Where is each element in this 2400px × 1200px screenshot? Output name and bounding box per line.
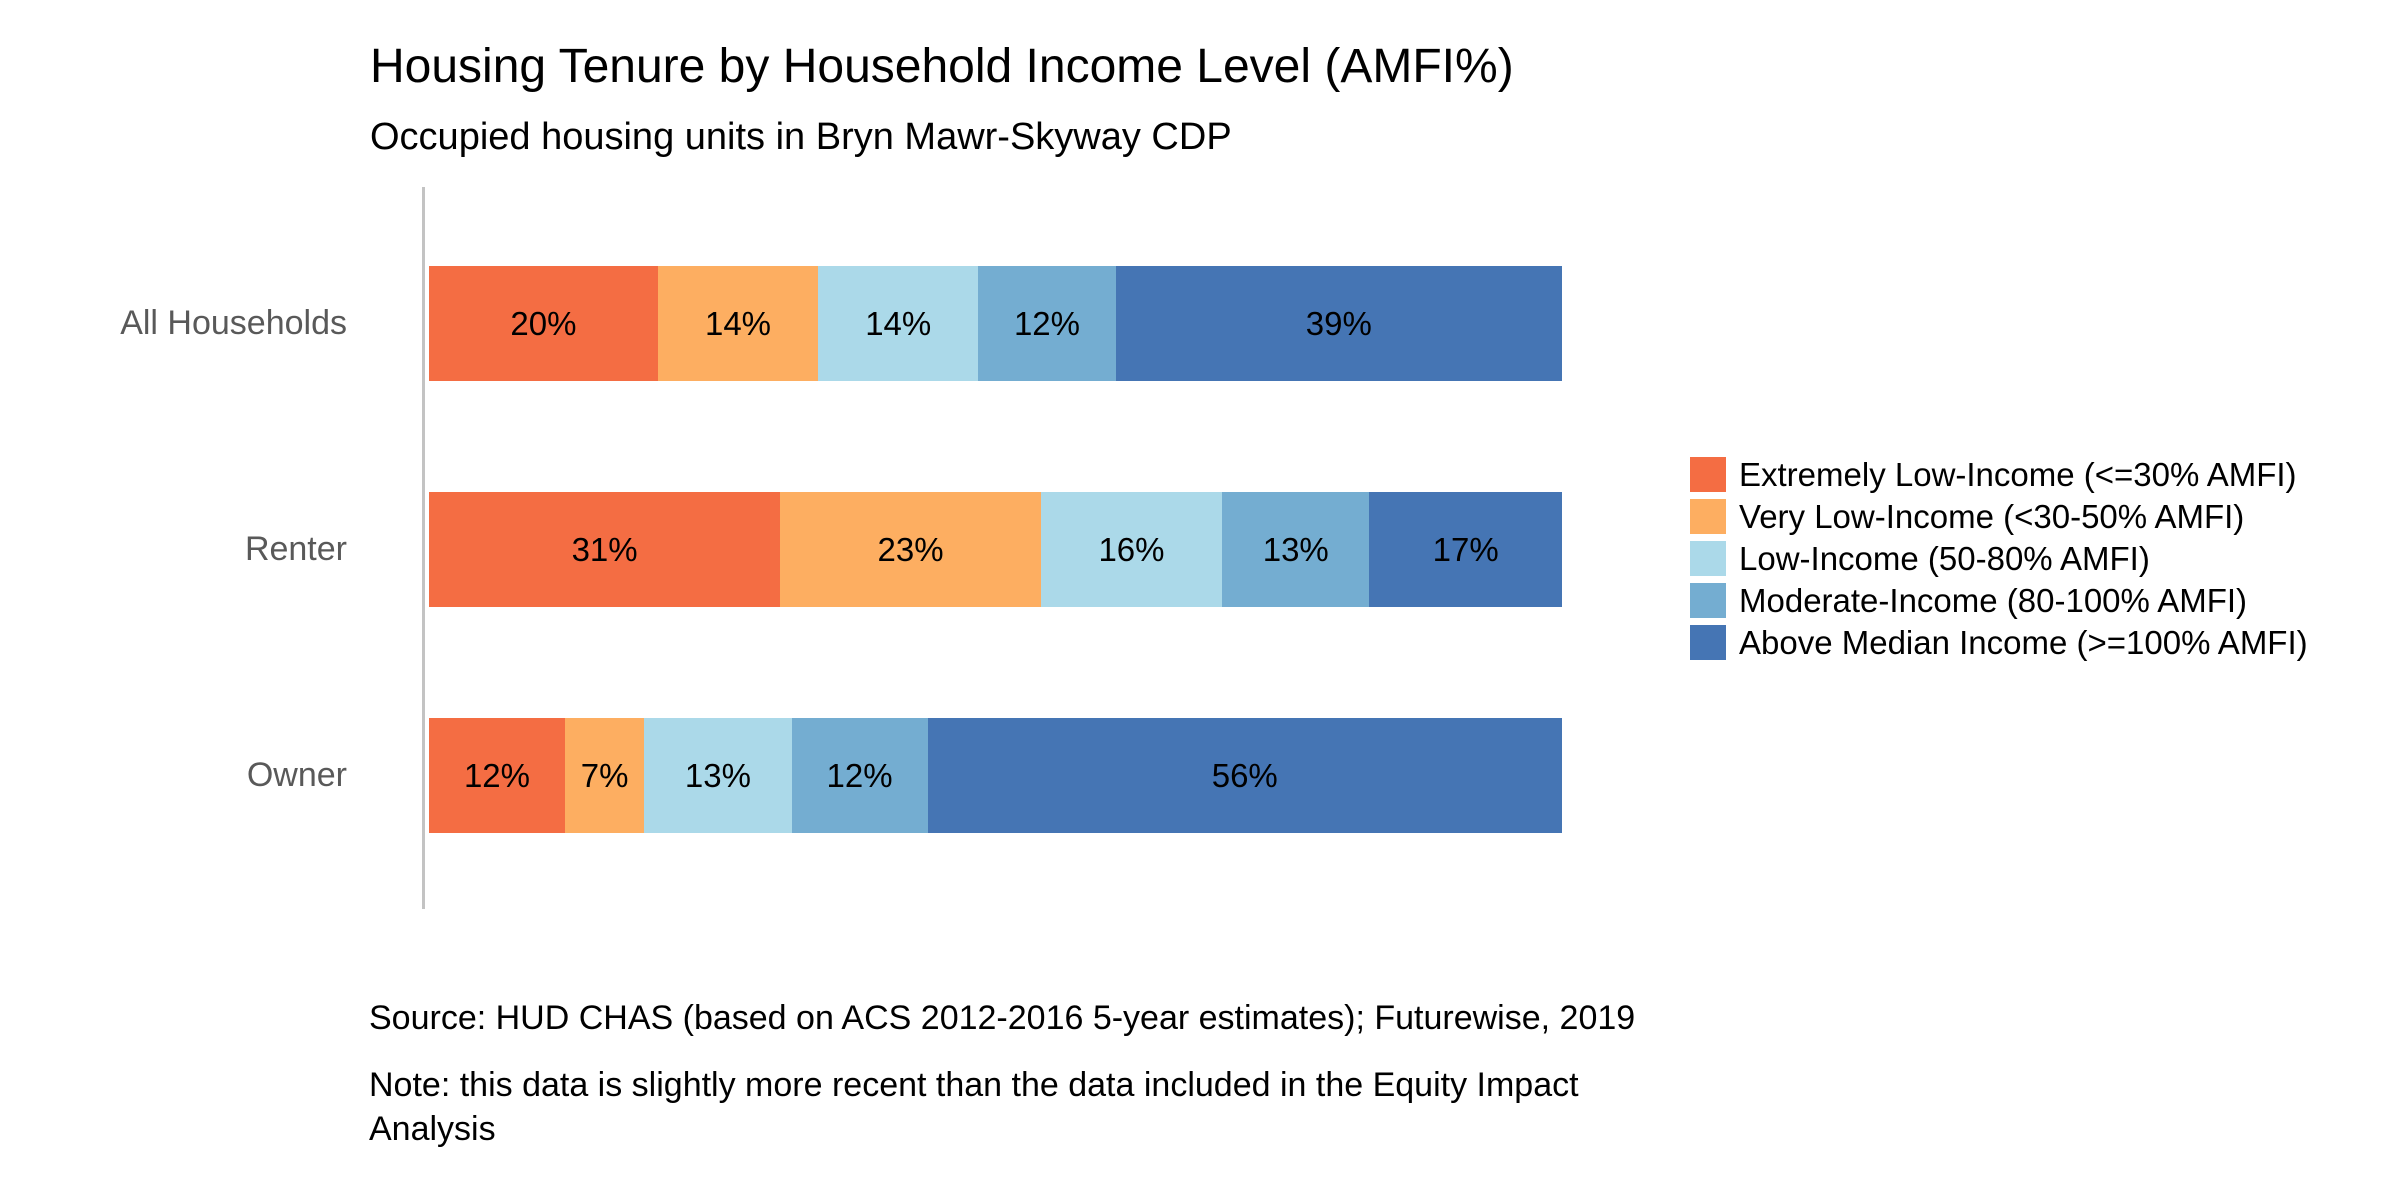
category-label: Renter (244, 530, 347, 568)
legend-swatch (1690, 541, 1726, 576)
bar-segment: 12% (978, 266, 1116, 381)
bar-segment: 17% (1369, 492, 1563, 607)
legend-item: Extremely Low-Income (<=30% AMFI) (1690, 455, 2308, 493)
bar-segment: 12% (791, 718, 928, 833)
bar-row: 20% 14% 14% 12% 39% (429, 266, 1562, 381)
source-text: Source: HUD CHAS (based on ACS 2012-2016… (369, 999, 1636, 1037)
bar-row: 12% 7% 13% 12% 56% (429, 718, 1562, 833)
bar-segment: 14% (657, 266, 819, 381)
legend-label: Low-Income (50-80% AMFI) (1739, 539, 2150, 577)
legend-item: Low-Income (50-80% AMFI) (1690, 539, 2308, 577)
legend-item: Very Low-Income (<30-50% AMFI) (1690, 497, 2308, 535)
y-axis-line (422, 187, 425, 909)
bar-segment: 13% (1222, 492, 1370, 607)
legend-item: Above Median Income (>=100% AMFI) (1690, 623, 2308, 661)
legend: Extremely Low-Income (<=30% AMFI) Very Lo… (1690, 455, 2308, 661)
legend-label: Above Median Income (>=100% AMFI) (1739, 623, 2308, 661)
bar-segment: 12% (429, 718, 565, 833)
legend-item: Moderate-Income (80-100% AMFI) (1690, 581, 2308, 619)
note-line: Note: this data is slightly more recent … (369, 1066, 1579, 1104)
legend-swatch (1690, 583, 1726, 618)
note-line: Analysis (369, 1110, 496, 1148)
legend-swatch (1690, 457, 1726, 492)
chart-subtitle: Occupied housing units in Bryn Mawr-Skyw… (370, 116, 1232, 158)
chart-title: Housing Tenure by Household Income Level… (370, 40, 1514, 93)
bar-segment: 13% (644, 718, 792, 833)
legend-label: Very Low-Income (<30-50% AMFI) (1739, 497, 2245, 535)
bars: 20% 14% 14% 12% 39% 31% 23% 16% 13% 17% 12% 7% 13% 12… (429, 0, 1563, 1200)
bar-segment: 16% (1040, 492, 1223, 607)
category-label: All Households (120, 304, 347, 342)
legend-swatch (1690, 499, 1726, 534)
bar-segment: 14% (818, 266, 979, 381)
legend-label: Moderate-Income (80-100% AMFI) (1739, 581, 2248, 619)
bar-segment: 39% (1115, 266, 1562, 381)
category-label: Owner (246, 756, 347, 794)
legend-label: Extremely Low-Income (<=30% AMFI) (1739, 455, 2297, 493)
legend-swatch (1690, 625, 1726, 660)
bar-segment: 7% (564, 718, 645, 833)
bar-segment: 56% (927, 718, 1562, 833)
bar-segment: 20% (429, 266, 658, 381)
bar-segment: 23% (780, 492, 1041, 607)
bar-segment: 31% (429, 492, 781, 607)
bar-row: 31% 23% 16% 13% 17% (429, 492, 1563, 607)
note-text: Note: this data is slightly more recent … (369, 1063, 1579, 1151)
